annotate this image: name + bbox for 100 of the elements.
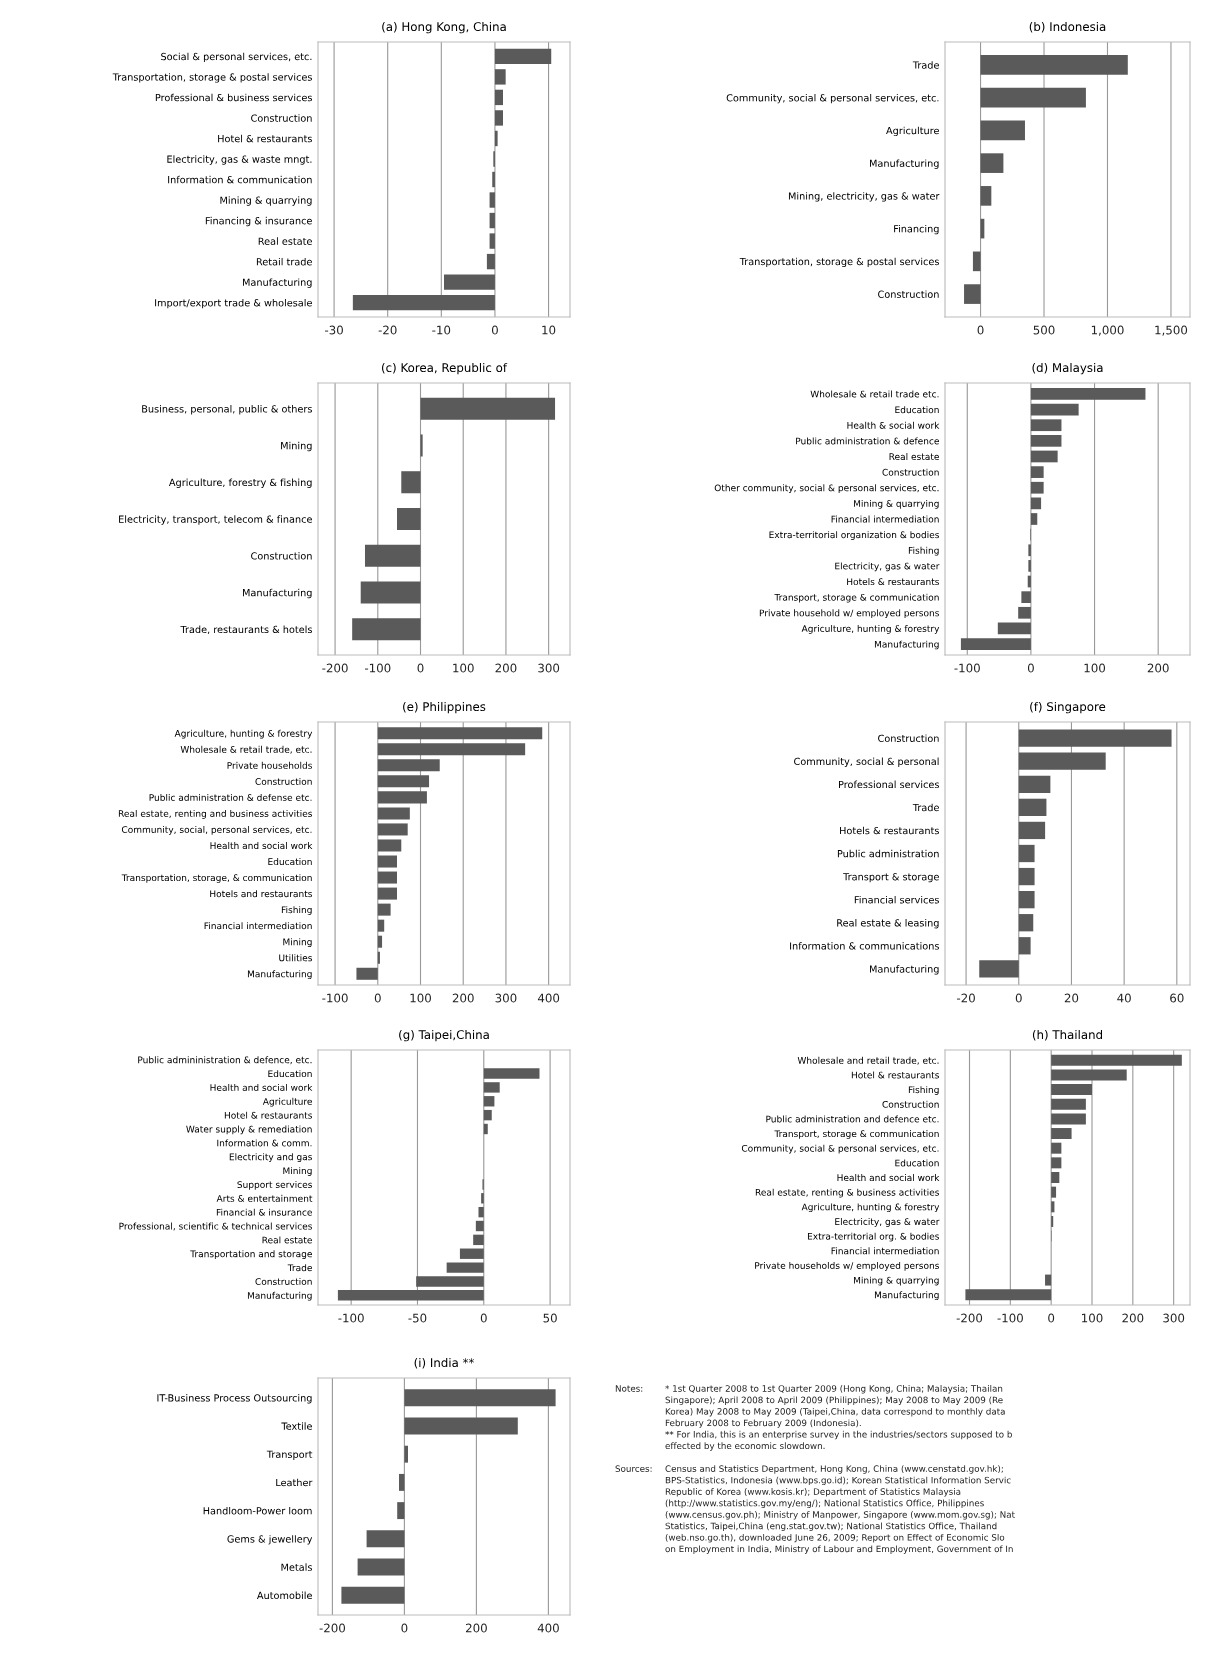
bar (356, 967, 378, 980)
bar (483, 1068, 540, 1079)
x-tick-label: 0 (1027, 663, 1034, 673)
bar (1051, 1084, 1092, 1096)
y-tick-label: Leather (276, 1478, 313, 1487)
bar (404, 1389, 556, 1407)
bar (364, 544, 421, 567)
bar (483, 1123, 488, 1135)
y-tick-label: Real estate (258, 237, 312, 245)
x-tick-label: 0 (1048, 1313, 1055, 1323)
y-tick-label: Public administration (837, 849, 939, 858)
x-tick-label: 100 (1084, 663, 1106, 673)
bar (1021, 591, 1031, 604)
bar (352, 294, 495, 311)
bar (1051, 1186, 1057, 1198)
bar (1051, 1172, 1060, 1183)
x-tick-label: 0 (480, 1313, 487, 1323)
source-note: Sources: (615, 1465, 652, 1472)
y-tick-label: Trade, restaurants & hotels (180, 625, 312, 635)
y-tick-label: Hotel & restaurants (224, 1111, 313, 1119)
y-tick-label: Public administration & defence (796, 437, 939, 445)
y-tick-label: Health and social work (837, 1174, 940, 1182)
x-tick-label: 60 (1170, 993, 1184, 1003)
y-tick-label: Education (268, 858, 312, 866)
y-tick-label: Manufacturing (874, 640, 939, 650)
y-tick-label: Manufacturing (243, 588, 312, 599)
x-tick-label: 1,000 (1091, 325, 1124, 336)
bar (1018, 890, 1035, 909)
y-tick-label: Community, social & personal services, etc. (741, 1144, 939, 1154)
y-tick-label: Construction (255, 1278, 312, 1285)
bar (964, 284, 981, 304)
x-tick-label: -200 (956, 1313, 983, 1323)
x-tick-label: 200 (495, 663, 517, 673)
x-tick-label: 300 (1163, 1313, 1185, 1323)
bar (397, 507, 421, 531)
bar (1030, 497, 1042, 510)
y-tick-label: Metals (281, 1563, 312, 1571)
bar (494, 110, 503, 126)
bar (404, 1417, 518, 1435)
bar (377, 855, 398, 868)
y-tick-label: Agriculture (262, 1097, 312, 1107)
bar (489, 192, 495, 208)
bar (1051, 1069, 1127, 1081)
bar (1030, 434, 1062, 447)
bar (1051, 1215, 1054, 1227)
y-tick-label: Trade (912, 803, 939, 812)
bar (492, 171, 495, 188)
y-tick-label: Mining, electricity, gas & water (788, 192, 940, 202)
y-tick-label: Hotels & restaurants (840, 826, 939, 835)
y-tick-label: Mining (281, 441, 312, 452)
y-tick-label: Hotel & restaurants (218, 134, 312, 143)
bar (444, 274, 495, 290)
bar (446, 1262, 484, 1273)
bar (1051, 1128, 1072, 1140)
y-tick-label: Extra-territorial organization & bodies (769, 531, 939, 540)
y-tick-label: Community, social & personal (794, 757, 939, 767)
x-tick-label: 200 (452, 993, 474, 1003)
y-tick-label: Electricity, transport, telecom & finance (119, 515, 312, 525)
y-tick-label: Real estate (889, 453, 939, 461)
y-tick-label: Social & personal services, etc. (161, 52, 312, 63)
y-tick-label: Community, social & personal services, etc. (726, 93, 939, 104)
y-tick-label: Agriculture (886, 126, 939, 137)
x-tick-label: 1,500 (1155, 325, 1188, 336)
y-tick-label: Electricity, gas & water (835, 562, 940, 572)
y-tick-label: Fishing (908, 546, 939, 556)
y-tick-label: Agriculture, hunting & forestry (801, 1203, 940, 1213)
text: Census and Statistics Department, Hong Kong, China (www.censtatd.gov.hk); BPS-Statistics, Indonesia (www.bps.go.id); Korean Statistical Information Servic Republic of Korea (www.kosis.kr); Department of Statistics Malaysia (http://www.statistics.gov.my/eng/); National Statistics Office, Philippines (www.census.gov.ph); Ministry of Manpower, Singapore (www.mom.gov.sg); Nat Statistics, Taipei,China (eng.stat.gov.tw); National Statistics Office, Thailand (web.nso.go.th), downloaded June 26, 2009; Report on Effect of Economic Slo on Employment in India, Ministry of Labour and Employment, Government of In (665, 1465, 1015, 1554)
y-tick-label: Mining & quarrying (220, 196, 312, 206)
bar (980, 153, 1004, 173)
y-tick-label: Education (895, 1159, 939, 1167)
y-tick-label: Financial intermediation (831, 515, 939, 523)
y-tick-label: Manufacturing (247, 1291, 312, 1301)
y-tick-label: Financial & insurance (216, 1208, 312, 1216)
y-tick-label: Information & comm. (217, 1139, 312, 1147)
bar (489, 212, 495, 229)
bar (960, 638, 1031, 650)
bar (341, 1586, 405, 1604)
y-tick-label: Wholesale & retail trade, etc. (180, 745, 312, 754)
bar (494, 89, 503, 106)
y-tick-label: Other community, social & personal services, etc. (714, 484, 939, 494)
bar (337, 1290, 484, 1301)
y-tick-label: Wholesale & retail trade etc. (810, 390, 939, 398)
x-tick-label: -100 (364, 663, 391, 673)
x-tick-label: 300 (495, 993, 517, 1003)
y-tick-label: Transport (266, 1450, 313, 1460)
bar (473, 1234, 484, 1246)
y-tick-label: Manufacturing (247, 970, 312, 980)
x-tick-label: 0 (401, 1623, 408, 1633)
x-tick-label: -10 (432, 325, 451, 335)
bar (1018, 867, 1035, 886)
bar (1018, 606, 1031, 619)
chart-title: (c) Korea, Republic of (382, 362, 508, 375)
chart-title: (g) Taipei,China (399, 1029, 489, 1042)
x-tick-label: -200 (322, 663, 348, 673)
y-tick-label: Construction (882, 468, 939, 476)
x-tick-label: 100 (410, 993, 431, 1003)
y-tick-label: Real estate (262, 1236, 312, 1244)
y-tick-label: Textile (281, 1422, 312, 1430)
bar (965, 1289, 1052, 1301)
x-tick-label: -20 (378, 325, 397, 335)
